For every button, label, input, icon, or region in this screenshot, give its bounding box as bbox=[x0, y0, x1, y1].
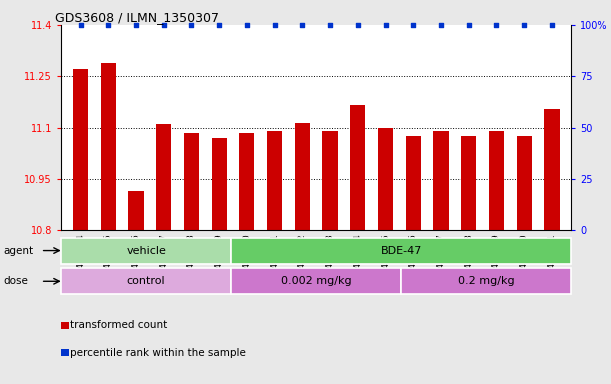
Bar bbox=[406, 136, 421, 384]
Bar bbox=[156, 124, 171, 384]
Bar bbox=[61, 238, 231, 263]
Text: transformed count: transformed count bbox=[70, 320, 167, 330]
Bar bbox=[240, 133, 255, 384]
Text: GDS3608 / ILMN_1350307: GDS3608 / ILMN_1350307 bbox=[55, 12, 219, 25]
Bar bbox=[295, 122, 310, 384]
Text: vehicle: vehicle bbox=[126, 245, 166, 256]
Bar bbox=[461, 136, 477, 384]
Bar bbox=[231, 268, 401, 294]
Bar bbox=[433, 131, 448, 384]
Bar bbox=[211, 138, 227, 384]
Text: percentile rank within the sample: percentile rank within the sample bbox=[70, 348, 246, 358]
Point bbox=[76, 22, 86, 28]
Point bbox=[353, 22, 363, 28]
Point bbox=[269, 22, 279, 28]
Bar bbox=[401, 268, 571, 294]
Bar bbox=[489, 131, 504, 384]
Point bbox=[103, 22, 113, 28]
Text: control: control bbox=[127, 276, 166, 286]
Point bbox=[436, 22, 446, 28]
Text: dose: dose bbox=[3, 276, 28, 286]
Bar bbox=[350, 106, 365, 384]
Point bbox=[325, 22, 335, 28]
Point bbox=[408, 22, 418, 28]
Bar bbox=[323, 131, 338, 384]
Bar bbox=[128, 191, 144, 384]
Point bbox=[159, 22, 169, 28]
Point bbox=[519, 22, 529, 28]
Point bbox=[298, 22, 307, 28]
Text: 0.002 mg/kg: 0.002 mg/kg bbox=[281, 276, 351, 286]
Point bbox=[547, 22, 557, 28]
Bar bbox=[73, 70, 88, 384]
Bar bbox=[61, 268, 231, 294]
Point bbox=[186, 22, 196, 28]
Bar bbox=[267, 131, 282, 384]
Bar bbox=[544, 109, 560, 384]
Bar bbox=[378, 128, 393, 384]
Point bbox=[491, 22, 501, 28]
Bar bbox=[101, 63, 116, 384]
Point bbox=[131, 22, 141, 28]
Point bbox=[214, 22, 224, 28]
Text: agent: agent bbox=[3, 245, 33, 256]
Bar bbox=[231, 238, 571, 263]
Bar bbox=[516, 136, 532, 384]
Text: 0.2 mg/kg: 0.2 mg/kg bbox=[458, 276, 514, 286]
Point bbox=[381, 22, 390, 28]
Point bbox=[464, 22, 474, 28]
Bar bbox=[184, 133, 199, 384]
Text: BDE-47: BDE-47 bbox=[381, 245, 422, 256]
Point bbox=[242, 22, 252, 28]
